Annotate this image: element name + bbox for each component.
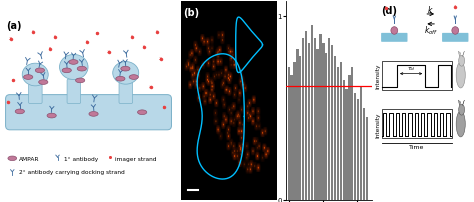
Bar (299, 57, 301, 200)
Text: 1° antibody: 1° antibody (64, 156, 99, 161)
Text: $k_{off}$: $k_{off}$ (424, 24, 438, 36)
Text: 2° antibody carrying docking strand: 2° antibody carrying docking strand (19, 169, 125, 174)
Ellipse shape (137, 110, 147, 115)
Ellipse shape (22, 64, 48, 86)
Ellipse shape (62, 69, 72, 73)
Text: Intensity: Intensity (375, 63, 381, 88)
Ellipse shape (8, 156, 17, 161)
Text: Time: Time (410, 144, 425, 149)
Bar (302, 39, 304, 200)
Ellipse shape (15, 109, 25, 114)
Ellipse shape (75, 79, 85, 83)
Bar (339, 62, 342, 200)
Bar (322, 44, 325, 200)
FancyBboxPatch shape (67, 80, 81, 104)
Bar (360, 86, 362, 200)
Ellipse shape (113, 62, 139, 85)
Ellipse shape (39, 80, 48, 85)
Bar (305, 31, 307, 200)
FancyBboxPatch shape (442, 34, 468, 43)
Bar (319, 35, 322, 200)
Ellipse shape (129, 75, 138, 80)
FancyBboxPatch shape (119, 83, 133, 104)
Bar (351, 68, 354, 200)
Bar (296, 50, 299, 200)
Y-axis label: Localizations
(norm.): Localizations (norm.) (262, 79, 275, 123)
Bar (354, 94, 356, 200)
Bar (331, 46, 333, 200)
Text: Intensity: Intensity (375, 112, 381, 137)
Polygon shape (458, 101, 461, 106)
Text: $k$: $k$ (428, 4, 434, 15)
FancyBboxPatch shape (381, 34, 408, 43)
Bar (334, 57, 336, 200)
Text: (a): (a) (7, 21, 22, 31)
Polygon shape (463, 101, 465, 106)
Ellipse shape (121, 67, 130, 72)
FancyBboxPatch shape (6, 95, 172, 130)
Ellipse shape (456, 63, 465, 88)
Ellipse shape (452, 27, 459, 35)
Ellipse shape (116, 77, 125, 82)
Bar (314, 39, 316, 200)
Ellipse shape (391, 27, 398, 35)
Ellipse shape (24, 75, 33, 80)
Ellipse shape (69, 60, 78, 65)
Text: $\tau_d$: $\tau_d$ (407, 65, 415, 73)
Text: (d): (d) (382, 6, 398, 16)
Bar (328, 39, 330, 200)
Bar (346, 90, 347, 200)
Bar (308, 44, 310, 200)
Bar (291, 75, 293, 200)
Text: (b): (b) (183, 8, 199, 18)
Bar (325, 53, 328, 200)
Polygon shape (458, 52, 461, 57)
Ellipse shape (36, 69, 45, 73)
Bar (337, 68, 339, 200)
Bar (357, 99, 359, 200)
Ellipse shape (89, 112, 98, 117)
Bar (382, 61, 452, 90)
Ellipse shape (60, 55, 88, 80)
Bar (293, 62, 296, 200)
Bar (343, 81, 345, 200)
Bar (311, 26, 313, 200)
FancyBboxPatch shape (28, 85, 42, 104)
Text: imager strand: imager strand (115, 156, 157, 161)
Bar (382, 110, 452, 139)
Ellipse shape (459, 105, 465, 116)
Ellipse shape (77, 67, 86, 72)
Bar (348, 75, 351, 200)
Text: AMPAR: AMPAR (19, 156, 39, 161)
Ellipse shape (459, 56, 465, 67)
Bar (288, 68, 290, 200)
Bar (317, 50, 319, 200)
Ellipse shape (456, 112, 465, 137)
Polygon shape (463, 52, 465, 57)
Ellipse shape (47, 114, 56, 118)
Bar (363, 108, 365, 200)
Bar (365, 118, 368, 200)
